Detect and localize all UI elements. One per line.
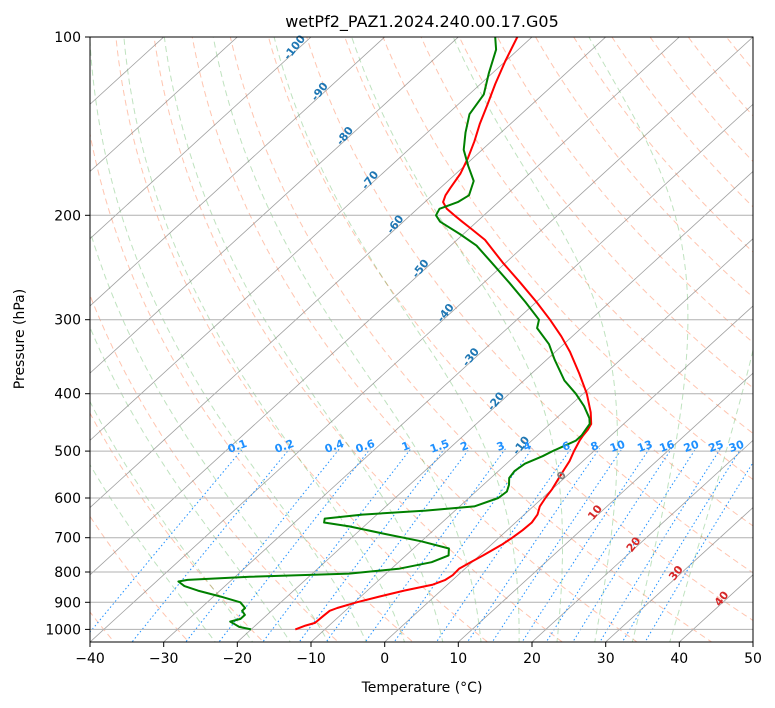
x-tick-label: −10 <box>296 651 326 667</box>
y-tick-label: 300 <box>54 313 81 329</box>
chart-title: wetPf2_PAZ1.2024.240.00.17.G05 <box>285 12 559 32</box>
isotherm <box>531 439 753 642</box>
x-tick-label: 30 <box>597 651 615 667</box>
dry-adiabat <box>90 131 414 642</box>
x-tick-label: −40 <box>75 651 105 667</box>
isotherm <box>90 37 533 441</box>
y-tick-label: 700 <box>54 531 81 547</box>
isotherm <box>90 37 312 240</box>
mixing-ratio-label: 0.6 <box>354 437 377 456</box>
dry-adiabat <box>344 37 753 527</box>
dry-adiabat <box>496 37 753 344</box>
mixing-ratio-label: 3 <box>495 439 507 454</box>
x-tick-label: 10 <box>449 651 467 667</box>
y-tick-label: 100 <box>54 30 81 46</box>
moist-adiabat <box>452 37 618 642</box>
mixing-ratio-label: 1.5 <box>428 437 451 456</box>
mixing-ratio-label: 6 <box>560 439 572 454</box>
x-tick-label: −30 <box>149 651 179 667</box>
mixing-ratio-line <box>435 448 572 642</box>
y-axis-label: Pressure (hPa) <box>12 289 28 389</box>
plot-frame <box>89 36 754 643</box>
dry-adiabat <box>229 37 713 642</box>
moist-adiabat <box>123 37 406 642</box>
y-tick-label: 900 <box>54 595 81 611</box>
y-tick-label: 600 <box>54 491 81 507</box>
x-tick-label: 50 <box>744 651 762 667</box>
mixing-ratio-label: 2 <box>459 439 471 454</box>
dry-adiabat <box>115 37 489 642</box>
mixing-ratio-line <box>393 448 533 642</box>
isotherm <box>90 37 607 509</box>
isotherm <box>90 37 386 307</box>
mixing-ratio-label: 1 <box>400 439 412 454</box>
isotherm <box>605 507 753 642</box>
moist-adiabat <box>273 37 520 642</box>
mixing-ratio-label: 13 <box>635 438 654 455</box>
profile-lines <box>177 37 593 631</box>
y-tick-label: 500 <box>54 444 81 460</box>
x-tick-label: 40 <box>670 651 688 667</box>
x-tick-label: 0 <box>380 651 389 667</box>
dry-adiabat <box>267 37 753 622</box>
pressure-grid <box>90 37 753 630</box>
dry-adiabat <box>90 293 339 642</box>
x-axis-label: Temperature (°C) <box>361 680 483 696</box>
mixing-ratio-label: 0.2 <box>273 437 296 456</box>
mixing-ratio-line <box>185 448 341 642</box>
dry-adiabat <box>535 37 753 298</box>
y-tick-label: 1000 <box>45 622 81 638</box>
dry-adiabat <box>191 37 638 642</box>
x-tick-label: 20 <box>523 651 541 667</box>
isotherm <box>310 238 753 642</box>
mixing-ratio-label: 25 <box>707 438 726 455</box>
dry-adiabat <box>306 37 753 574</box>
mixing-ratio-label: 0.4 <box>323 437 346 456</box>
dry-adiabat <box>153 37 564 642</box>
mixing-ratio-label: 10 <box>608 438 627 456</box>
isotherm <box>384 305 753 642</box>
isotherm <box>236 170 753 642</box>
y-tick-label: 400 <box>54 387 81 403</box>
temperature-line <box>294 37 593 631</box>
mixing-ratio-label: 16 <box>658 438 677 456</box>
mixing-ratio-label: 20 <box>682 438 701 456</box>
x-tick-label: −20 <box>223 651 253 667</box>
isotherm <box>457 372 753 642</box>
mixing-ratio-line <box>298 448 446 642</box>
mixing-ratio-label: 30 <box>727 438 746 456</box>
dewpoint-line <box>177 37 591 631</box>
isotherm <box>90 37 238 172</box>
dry-adiabat <box>90 412 265 642</box>
y-tick-label: 200 <box>54 208 81 224</box>
axes: −40 −30 −20 −10 0 10 20 30 40 5010020030040050060… <box>45 30 762 667</box>
mixing-ratio-line <box>218 448 371 642</box>
isotherm <box>90 37 680 576</box>
isotherm <box>163 103 753 642</box>
mixing-ratio-label: 0.1 <box>226 437 249 456</box>
mixing-ratio-label: 8 <box>589 439 601 454</box>
moist-adiabat <box>351 37 563 642</box>
y-tick-label: 800 <box>54 565 81 581</box>
isotherm <box>90 37 753 642</box>
mixing-ratio-label: 4 <box>521 439 533 454</box>
moist-adiabat <box>163 37 444 642</box>
isotherm <box>90 37 459 374</box>
